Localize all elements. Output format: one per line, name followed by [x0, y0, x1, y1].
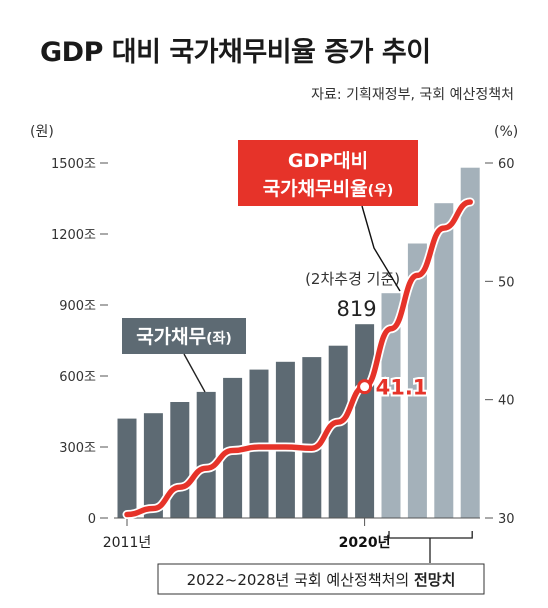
left-tick-label: 600조 — [59, 370, 96, 385]
ratio-legend-line1: GDP대비 — [288, 150, 368, 172]
x-label-2020: 2020년 — [339, 535, 391, 551]
left-tick-label: 1200조 — [51, 228, 96, 243]
ratio-legend-line2: 국가채무비율(우) — [263, 178, 394, 200]
left-tick-label: 1500조 — [51, 157, 96, 172]
forecast-note-emphasis: 전망치 — [414, 571, 455, 589]
axes-group: (원) 1500조 1200조 900조 600조 300조 0 (%) 60 50 40 30 201… — [30, 124, 518, 551]
forecast-note-text: 2022~2028년 국회 예산정책처의 — [187, 571, 414, 589]
bar-2019 — [328, 345, 348, 518]
bar-2012 — [143, 413, 163, 518]
forecast-note-box — [157, 563, 485, 595]
right-tick-label: 40 — [498, 394, 515, 409]
x-label-2011: 2011년 — [103, 535, 152, 551]
debt-value-2020: 819 — [337, 297, 377, 321]
forecast-note: 2022~2028년 국회 예산정책처의 전망치 — [187, 571, 456, 589]
ratio-legend-name: 국가채무비율 — [263, 178, 368, 200]
debt-legend-name: 국가채무 — [136, 326, 206, 348]
left-tick-label: 300조 — [59, 441, 96, 456]
bar-2022 — [407, 243, 427, 518]
source-note: 자료: 기획재정부, 국회 예산정책처 — [311, 87, 514, 103]
ratio-line — [124, 199, 473, 518]
right-axis-unit: (%) — [494, 124, 518, 140]
debt-legend-box — [122, 318, 246, 354]
bar-2013 — [170, 402, 190, 518]
right-tick-label: 60 — [498, 157, 515, 172]
debt-legend-label: 국가채무(좌) — [136, 326, 232, 348]
debt-legend-suffix: (좌) — [206, 331, 232, 347]
bar-2011 — [117, 418, 137, 518]
debt-legend-pointer — [183, 353, 206, 393]
bar-2014 — [196, 391, 216, 518]
bar-group — [117, 167, 480, 518]
bar-2020 — [355, 324, 375, 518]
marker-2020 — [357, 379, 373, 395]
ratio-legend-pointer — [361, 205, 401, 292]
left-axis-unit: (원) — [30, 124, 54, 140]
line-group — [122, 197, 475, 519]
ratio-legend-suffix: (우) — [368, 183, 394, 199]
bar-2017 — [275, 361, 295, 518]
ratio-value-2020: 41.1 — [376, 376, 428, 400]
forecast-bracket — [388, 531, 473, 539]
chart-title: GDP 대비 국가채무비율 증가 추이 — [40, 37, 431, 68]
left-tick-label: 0 — [88, 512, 96, 527]
bar-2024 — [460, 167, 480, 518]
bar-2018 — [302, 357, 322, 518]
right-tick-label: 50 — [498, 275, 515, 290]
ratio-legend-box — [238, 140, 418, 206]
bar-2021 — [381, 293, 401, 518]
left-tick-label: 900조 — [59, 299, 96, 314]
bar-2023 — [434, 203, 454, 518]
supplementary-note: (2차추경 기준) — [305, 270, 400, 288]
right-tick-label: 30 — [498, 512, 515, 527]
